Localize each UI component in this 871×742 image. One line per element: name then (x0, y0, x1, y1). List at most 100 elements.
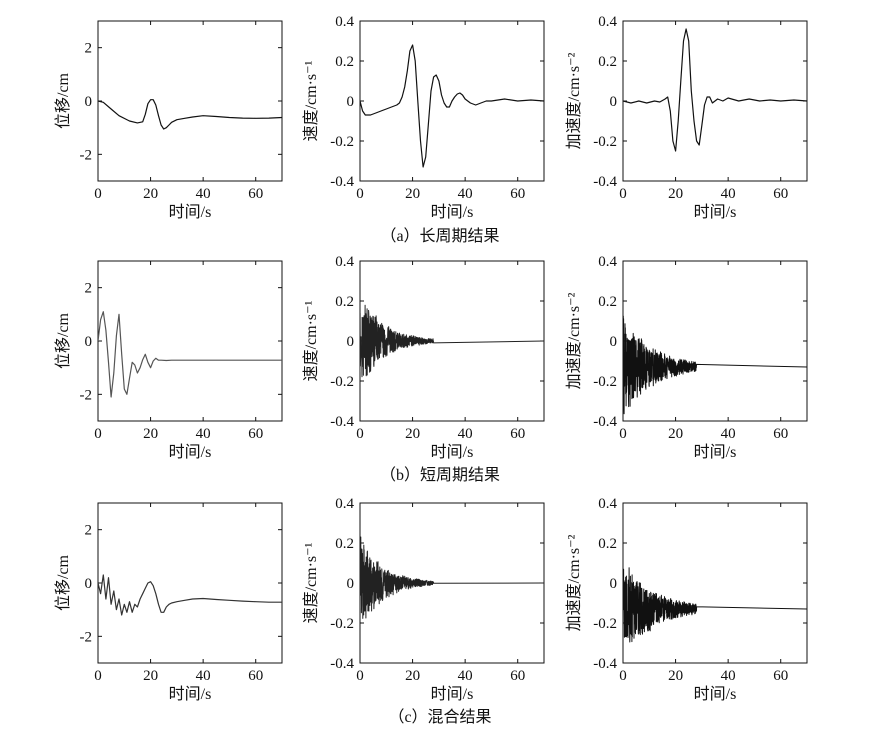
y-tick-label: 0.4 (335, 496, 354, 512)
x-tick-label: 60 (773, 426, 788, 442)
x-tick-label: 40 (458, 186, 473, 202)
y-tick-label: -0.4 (330, 414, 354, 430)
y-tick-label: 0.2 (335, 294, 354, 310)
y-tick-label: 0 (85, 94, 93, 110)
panel-a-displacement: 0 20 40 60 -2 0 2 时间/s 位移/cm (54, 20, 283, 221)
y-tick-label: 2 (85, 523, 93, 539)
series-line (360, 44, 544, 168)
y-tick-label: 2 (85, 281, 93, 297)
x-tick-label: 20 (405, 186, 420, 202)
caption-b: （b）短周期结果 (380, 466, 500, 484)
y-tick-label: -0.2 (330, 616, 354, 632)
y-axis-label: 位移/cm (54, 312, 72, 369)
y-tick-label: -0.2 (330, 134, 354, 150)
series-line (98, 99, 282, 130)
x-tick-label: 60 (248, 668, 263, 684)
series-line (623, 567, 807, 643)
x-tick-label: 60 (773, 186, 788, 202)
y-tick-label: 0.2 (598, 294, 617, 310)
series-line (360, 304, 544, 378)
x-tick-label: 0 (94, 186, 102, 202)
x-tick-label: 60 (773, 668, 788, 684)
axes-frame (97, 260, 283, 422)
panel-a-velocity: 0 20 40 60 -0.4 -0.2 0 0.2 0.4 时间/s 速度/cm·s⁻¹ (302, 14, 545, 221)
x-tick-label: 60 (510, 186, 525, 202)
y-tick-label: 0.2 (335, 54, 354, 70)
panel-a-acceleration: 0 20 40 60 -0.4 -0.2 0 0.2 0.4 时间/s 加速度/cm·s⁻² (565, 14, 808, 221)
x-tick-label: 0 (619, 668, 627, 684)
y-tick-label: -0.2 (593, 616, 617, 632)
axes-frame (97, 502, 283, 664)
x-tick-label: 20 (143, 426, 158, 442)
x-axis-label: 时间/s (694, 203, 737, 221)
axes-frame (622, 502, 808, 664)
y-tick-label: -0.2 (330, 374, 354, 390)
y-axis-label: 速度/cm·s⁻¹ (302, 60, 320, 141)
y-tick-label: 0 (347, 334, 355, 350)
panel-b-displacement: 0 20 40 60 -2 0 2 时间/s 位移/cm (54, 260, 283, 461)
x-tick-label: 20 (668, 668, 683, 684)
x-tick-label: 20 (668, 186, 683, 202)
y-tick-label: 0 (610, 334, 618, 350)
y-axis-label: 位移/cm (54, 72, 72, 129)
x-tick-label: 40 (721, 426, 736, 442)
x-tick-label: 60 (510, 426, 525, 442)
x-tick-label: 0 (356, 426, 364, 442)
x-tick-label: 40 (196, 186, 211, 202)
x-tick-label: 20 (668, 426, 683, 442)
panel-b-velocity: 0 20 40 60 -0.4 -0.2 0 0.2 0.4 时间/s 速度/cm·s⁻¹ (302, 254, 545, 461)
x-tick-label: 40 (721, 186, 736, 202)
series-line (98, 574, 282, 616)
series-line (623, 28, 807, 152)
caption-a: （a）长周期结果 (380, 227, 499, 245)
y-axis-label: 速度/cm·s⁻¹ (302, 542, 320, 623)
y-tick-label: -2 (80, 629, 93, 645)
series-line (98, 311, 282, 398)
x-tick-label: 20 (143, 186, 158, 202)
x-tick-label: 0 (356, 668, 364, 684)
x-axis-label: 时间/s (694, 685, 737, 703)
x-axis-label: 时间/s (431, 203, 474, 221)
y-tick-label: 0 (347, 576, 355, 592)
y-tick-label: 0.4 (598, 496, 617, 512)
panel-c-velocity: 0 20 40 60 -0.4 -0.2 0 0.2 0.4 时间/s 速度/cm·s⁻¹ (302, 496, 545, 703)
x-tick-label: 60 (248, 426, 263, 442)
y-tick-label: 0.4 (598, 254, 617, 270)
x-axis-label: 时间/s (431, 443, 474, 461)
y-tick-label: -0.2 (593, 134, 617, 150)
y-axis-label: 加速度/cm·s⁻² (565, 534, 583, 631)
x-tick-label: 0 (619, 186, 627, 202)
panel-c-acceleration: 0 20 40 60 -0.4 -0.2 0 0.2 0.4 时间/s 加速度/cm·s⁻² (565, 496, 808, 703)
y-tick-label: -0.4 (330, 656, 354, 672)
y-tick-label: 0 (347, 94, 355, 110)
x-tick-label: 40 (721, 668, 736, 684)
x-tick-label: 60 (510, 668, 525, 684)
x-axis-label: 时间/s (169, 685, 212, 703)
y-axis-label: 速度/cm·s⁻¹ (302, 300, 320, 381)
series-line (623, 315, 807, 415)
y-tick-label: 0.2 (335, 536, 354, 552)
y-tick-label: -0.2 (593, 374, 617, 390)
y-axis-label: 位移/cm (54, 554, 72, 611)
x-axis-label: 时间/s (169, 203, 212, 221)
y-tick-label: 0.2 (598, 536, 617, 552)
y-tick-label: -0.4 (593, 174, 617, 190)
panel-b-acceleration: 0 20 40 60 -0.4 -0.2 0 0.2 0.4 时间/s 加速度/cm·s⁻² (565, 254, 808, 461)
x-tick-label: 0 (619, 426, 627, 442)
x-tick-label: 60 (248, 186, 263, 202)
axes-frame (622, 260, 808, 422)
y-tick-label: -0.4 (330, 174, 354, 190)
x-tick-label: 20 (143, 668, 158, 684)
y-tick-label: 0.2 (598, 54, 617, 70)
y-tick-label: 0 (85, 576, 93, 592)
panel-c-displacement: 0 20 40 60 -2 0 2 时间/s 位移/cm (54, 502, 283, 703)
series-line (360, 536, 544, 619)
y-tick-label: 0.4 (335, 14, 354, 30)
x-tick-label: 40 (196, 668, 211, 684)
y-axis-label: 加速度/cm·s⁻² (565, 52, 583, 149)
y-tick-label: 2 (85, 41, 93, 57)
x-tick-label: 20 (405, 668, 420, 684)
axes-frame (97, 20, 283, 182)
y-tick-label: 0.4 (335, 254, 354, 270)
